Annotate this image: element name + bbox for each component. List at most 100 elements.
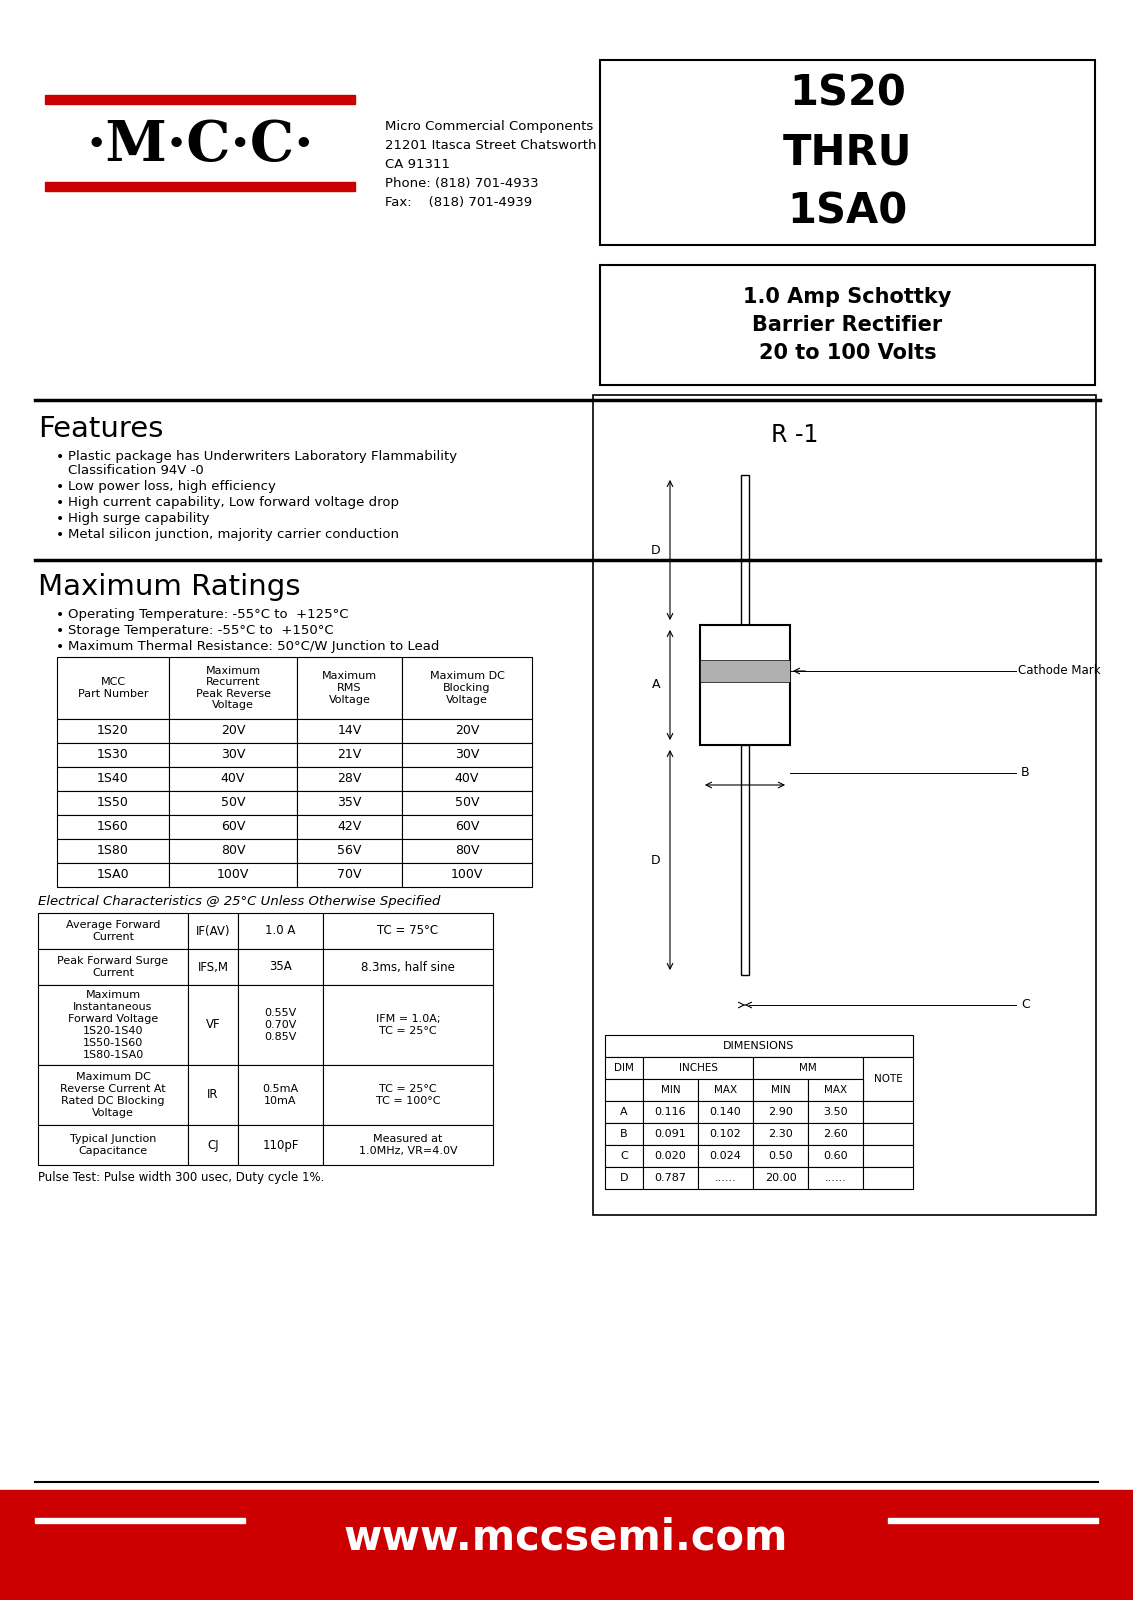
Text: 35V: 35V bbox=[338, 797, 361, 810]
Bar bbox=[605, 1146, 644, 1166]
Text: 0.55V: 0.55V bbox=[264, 1008, 297, 1018]
Text: 50V: 50V bbox=[221, 797, 245, 810]
Bar bbox=[741, 475, 749, 626]
Bar bbox=[698, 1101, 753, 1123]
Text: ......: ...... bbox=[715, 1173, 736, 1182]
Text: TC = 25°C: TC = 25°C bbox=[380, 1026, 437, 1037]
Bar bbox=[238, 949, 323, 986]
Text: 35A: 35A bbox=[270, 960, 292, 973]
Bar bbox=[323, 986, 493, 1066]
Text: 10mA: 10mA bbox=[264, 1096, 297, 1106]
Text: Maximum DC
Blocking
Voltage: Maximum DC Blocking Voltage bbox=[429, 672, 504, 704]
Bar bbox=[808, 1166, 863, 1189]
Text: IFS,M: IFS,M bbox=[197, 960, 229, 973]
Bar bbox=[605, 1101, 644, 1123]
Text: MM: MM bbox=[799, 1062, 817, 1074]
Bar bbox=[45, 182, 355, 190]
Text: C: C bbox=[620, 1150, 628, 1162]
Bar bbox=[323, 914, 493, 949]
Text: Instantaneous: Instantaneous bbox=[74, 1002, 153, 1013]
Bar bbox=[39, 949, 188, 986]
Text: 1S50: 1S50 bbox=[97, 797, 129, 810]
Bar bbox=[753, 1123, 808, 1146]
Bar bbox=[700, 626, 790, 746]
Text: 0.020: 0.020 bbox=[655, 1150, 687, 1162]
Text: 2.30: 2.30 bbox=[768, 1130, 793, 1139]
Text: A: A bbox=[651, 678, 661, 691]
Bar bbox=[45, 94, 355, 104]
Bar bbox=[323, 949, 493, 986]
Text: 20V: 20V bbox=[454, 725, 479, 738]
Text: IR: IR bbox=[207, 1088, 219, 1101]
Bar bbox=[323, 1125, 493, 1165]
Text: 0.60: 0.60 bbox=[824, 1150, 847, 1162]
Text: IF(AV): IF(AV) bbox=[196, 925, 230, 938]
Text: Phone: (818) 701-4933: Phone: (818) 701-4933 bbox=[385, 178, 538, 190]
Text: High surge capability: High surge capability bbox=[68, 512, 210, 525]
Text: •: • bbox=[56, 528, 65, 542]
Text: B: B bbox=[620, 1130, 628, 1139]
Text: 56V: 56V bbox=[338, 845, 361, 858]
Bar bbox=[753, 1078, 808, 1101]
Bar bbox=[402, 838, 533, 862]
Bar bbox=[600, 59, 1094, 245]
Text: MIN: MIN bbox=[661, 1085, 680, 1094]
Bar bbox=[188, 986, 238, 1066]
Bar bbox=[753, 1166, 808, 1189]
Text: 3.50: 3.50 bbox=[824, 1107, 847, 1117]
Text: 21V: 21V bbox=[338, 749, 361, 762]
Text: •: • bbox=[56, 624, 65, 638]
Bar bbox=[700, 659, 790, 682]
Text: 60V: 60V bbox=[221, 821, 245, 834]
Bar bbox=[39, 1066, 188, 1125]
Text: Maximum Ratings: Maximum Ratings bbox=[39, 573, 300, 602]
Text: MCC
Part Number: MCC Part Number bbox=[78, 677, 148, 699]
Bar bbox=[863, 1146, 913, 1166]
Text: Peak Forward Surge: Peak Forward Surge bbox=[58, 955, 169, 966]
Text: Storage Temperature: -55°C to  +150°C: Storage Temperature: -55°C to +150°C bbox=[68, 624, 333, 637]
Text: Operating Temperature: -55°C to  +125°C: Operating Temperature: -55°C to +125°C bbox=[68, 608, 349, 621]
Text: R -1: R -1 bbox=[770, 422, 818, 446]
Bar bbox=[0, 1490, 1133, 1600]
Text: 1S20
THRU
1SA0: 1S20 THRU 1SA0 bbox=[783, 74, 912, 232]
Text: Features: Features bbox=[39, 414, 163, 443]
Bar bbox=[741, 746, 749, 974]
Text: 0.102: 0.102 bbox=[709, 1130, 741, 1139]
Text: B: B bbox=[1021, 766, 1030, 779]
Text: Fax:    (818) 701-4939: Fax: (818) 701-4939 bbox=[385, 195, 533, 210]
Text: 40V: 40V bbox=[454, 773, 479, 786]
Bar bbox=[297, 742, 402, 766]
Text: TC = 75°C: TC = 75°C bbox=[377, 925, 438, 938]
Text: Typical Junction: Typical Junction bbox=[70, 1134, 156, 1144]
Bar bbox=[753, 1101, 808, 1123]
Bar bbox=[402, 766, 533, 790]
Text: Forward Voltage: Forward Voltage bbox=[68, 1014, 159, 1024]
Text: NOTE: NOTE bbox=[874, 1074, 902, 1085]
Bar bbox=[188, 1125, 238, 1165]
Text: Current: Current bbox=[92, 968, 134, 978]
Bar bbox=[238, 914, 323, 949]
Text: 1.0 A: 1.0 A bbox=[265, 925, 296, 938]
Text: Maximum DC: Maximum DC bbox=[76, 1072, 151, 1082]
Text: Reverse Current At: Reverse Current At bbox=[60, 1085, 165, 1094]
Text: •: • bbox=[56, 512, 65, 526]
Bar bbox=[297, 790, 402, 814]
Text: DIMENSIONS: DIMENSIONS bbox=[723, 1042, 794, 1051]
Bar bbox=[644, 1078, 698, 1101]
Bar bbox=[863, 1058, 913, 1101]
Text: Maximum
Recurrent
Peak Reverse
Voltage: Maximum Recurrent Peak Reverse Voltage bbox=[196, 666, 271, 710]
Bar bbox=[644, 1101, 698, 1123]
Bar bbox=[35, 1518, 245, 1523]
Bar bbox=[605, 1123, 644, 1146]
Bar bbox=[57, 742, 169, 766]
Text: Voltage: Voltage bbox=[92, 1107, 134, 1118]
Text: Metal silicon junction, majority carrier conduction: Metal silicon junction, majority carrier… bbox=[68, 528, 399, 541]
Bar bbox=[605, 1035, 913, 1058]
Text: DIM: DIM bbox=[614, 1062, 634, 1074]
Text: •: • bbox=[56, 450, 65, 464]
Bar bbox=[297, 658, 402, 718]
Bar bbox=[39, 914, 188, 949]
Text: 0.787: 0.787 bbox=[655, 1173, 687, 1182]
Text: 1S20-1S40: 1S20-1S40 bbox=[83, 1026, 143, 1037]
Bar bbox=[57, 718, 169, 742]
